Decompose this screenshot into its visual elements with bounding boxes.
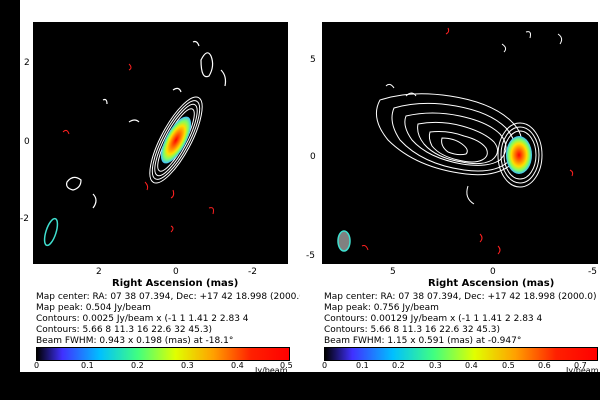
right-colorbar-tick: 0.4 xyxy=(465,361,478,370)
left-map-svg xyxy=(43,40,227,247)
right-x-tick: -5 xyxy=(588,267,597,277)
left-y-axis-label: Relative Declination (mas) xyxy=(2,80,13,230)
left-x-tick: 0 xyxy=(173,267,179,277)
left-radio-map xyxy=(33,22,288,264)
left-colorbar-tick: 0.4 xyxy=(231,361,244,370)
right-colorbar-tick: 0 xyxy=(322,361,328,370)
right-colorbar-tick: 0.5 xyxy=(502,361,515,370)
right-map-panel: 5 0 -5 xyxy=(300,0,600,400)
right-x-axis-label: Right Ascension (mas) xyxy=(428,278,555,289)
left-map-panel: Relative Declination (mas) 2 0 -2 xyxy=(0,0,300,400)
left-colorbar xyxy=(36,347,290,361)
left-info-line: Map center: RA: 07 38 07.394, Dec: +17 4… xyxy=(36,292,309,302)
right-colorbar xyxy=(324,347,598,361)
right-y-tick: -5 xyxy=(306,251,315,261)
left-negative-contours xyxy=(62,63,214,233)
left-black-border xyxy=(0,0,20,400)
right-x-tick: 0 xyxy=(490,267,496,277)
right-radio-map xyxy=(322,22,598,264)
right-info-line: Contours: 5.66 8 11.3 16 22.6 32 45.3) xyxy=(324,325,500,335)
left-info-line: Map peak: 0.504 Jy/beam xyxy=(36,303,151,313)
right-colorbar-tick: 0.1 xyxy=(356,361,369,370)
left-info-line: Beam FWHM: 0.943 x 0.198 (mas) at -18.1° xyxy=(36,336,234,346)
left-colorbar-unit: Jy/beam xyxy=(255,366,288,375)
left-colorbar-tick: 0 xyxy=(34,361,40,370)
bottom-black-border xyxy=(0,372,600,400)
right-colorbar-tick: 0.7 xyxy=(574,361,587,370)
right-map-svg xyxy=(337,27,574,255)
right-colorbar-unit: Jy/beam xyxy=(566,366,599,375)
right-colorbar-tick: 0.6 xyxy=(538,361,551,370)
left-info-line: Contours: 5.66 8 11.3 16 22.6 32 45.3) xyxy=(36,325,212,335)
left-core-contours xyxy=(149,96,203,184)
right-info-line: Beam FWHM: 1.15 x 0.591 (mas) at -0.947° xyxy=(324,336,522,346)
left-outer-contours xyxy=(66,40,227,209)
right-colorbar-tick: 0.2 xyxy=(392,361,405,370)
right-info-line: Contours: 0.00129 Jy/beam x (-1 1 1.41 2… xyxy=(324,314,543,324)
left-y-tick: -2 xyxy=(20,214,29,224)
left-y-tick: 2 xyxy=(24,58,30,68)
right-colorbar-tick: 0.3 xyxy=(429,361,442,370)
left-beam-ellipse xyxy=(43,217,59,247)
right-x-tick: 5 xyxy=(390,267,396,277)
right-beam-ellipse xyxy=(337,230,351,252)
left-colorbar-tick: 0.2 xyxy=(131,361,144,370)
left-colorbar-tick: 0.1 xyxy=(81,361,94,370)
right-info-line: Map peak: 0.756 Jy/beam xyxy=(324,303,439,313)
left-x-tick: -2 xyxy=(248,267,257,277)
right-core-contours xyxy=(497,122,543,188)
right-negative-contours xyxy=(361,27,574,255)
left-x-axis-label: Right Ascension (mas) xyxy=(112,278,239,289)
left-y-tick: 0 xyxy=(24,137,30,147)
right-jet-contours xyxy=(375,31,563,205)
left-info-line: Contours: 0.0025 Jy/beam x (-1 1 1.41 2 … xyxy=(36,314,249,324)
left-colorbar-tick: 0.3 xyxy=(181,361,194,370)
left-colorbar-tick: 0.5 xyxy=(280,361,293,370)
right-y-tick: 5 xyxy=(310,55,316,65)
left-x-tick: 2 xyxy=(96,267,102,277)
right-y-tick: 0 xyxy=(310,152,316,162)
right-info-line: Map center: RA: 07 38 07.394, Dec: +17 4… xyxy=(324,292,597,302)
